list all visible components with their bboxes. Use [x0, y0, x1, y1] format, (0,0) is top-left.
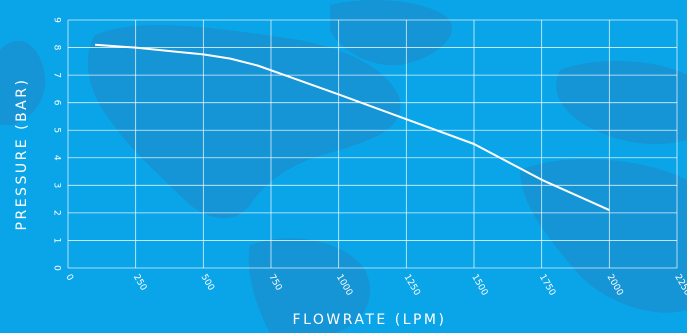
- y-tick-label: 4: [52, 155, 62, 161]
- x-tick-label: 0: [63, 273, 75, 283]
- north-america-shape: [87, 25, 401, 219]
- x-tick-label: 250: [131, 273, 148, 293]
- x-tick-label: 500: [199, 273, 216, 293]
- y-tick-label: 6: [52, 100, 62, 106]
- x-tick-label: 1250: [402, 273, 422, 298]
- y-axis-title: PRESSURE (BAR): [14, 78, 30, 231]
- chart-grid: [67, 19, 678, 269]
- pressure-curve: [95, 43, 610, 212]
- y-tick-label: 8: [52, 45, 62, 51]
- chart-series: [95, 43, 610, 212]
- y-tick-label: 2: [52, 210, 62, 216]
- south-america-shape: [248, 238, 371, 333]
- y-tick-label: 3: [52, 182, 62, 188]
- y-tick-label: 0: [52, 265, 62, 271]
- africa-shape: [520, 159, 687, 313]
- y-axis-ticks: 0 1 2 3 4 5 6 7 8 9: [52, 17, 62, 271]
- x-tick-label: 1500: [469, 273, 489, 298]
- x-tick-label: 1750: [537, 273, 557, 298]
- greenland-shape: [330, 0, 452, 66]
- x-axis-title: FLOWRATE (LPM): [293, 312, 447, 328]
- y-tick-label: 9: [52, 17, 62, 23]
- y-tick-label: 1: [52, 238, 62, 244]
- y-tick-label: 5: [52, 127, 62, 133]
- left-landmass-shape: [0, 40, 46, 125]
- y-tick-label: 7: [52, 72, 62, 78]
